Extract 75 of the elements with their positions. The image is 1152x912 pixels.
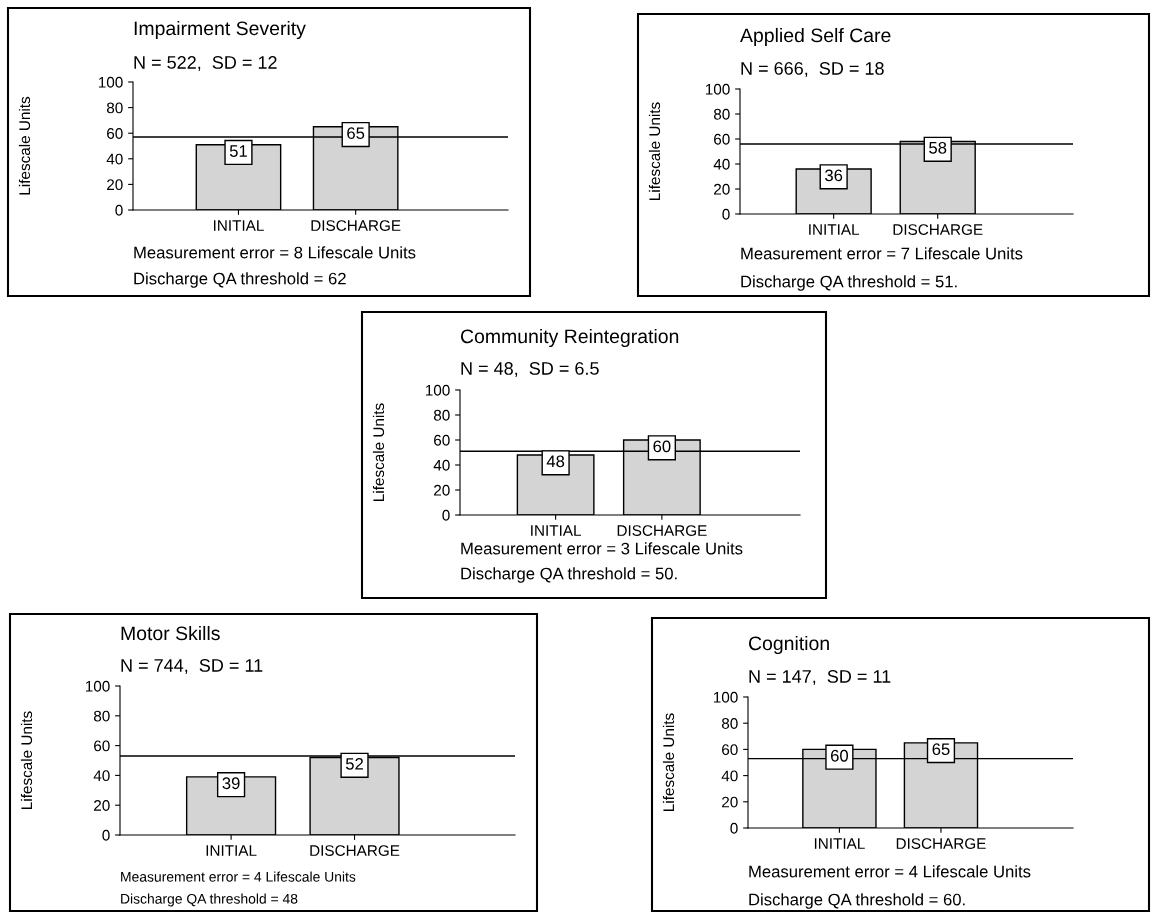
y-tick-label: 40	[721, 770, 738, 782]
y-tick-label: 80	[713, 108, 730, 120]
y-tick-label: 100	[98, 76, 123, 88]
y-tick-label: 100	[713, 691, 738, 703]
y-axis-title: Lifescale Units	[648, 102, 661, 200]
y-tick-label: 80	[93, 710, 110, 722]
chart-subtitle: N = 48, SD = 6.5	[461, 362, 599, 377]
y-tick-label: 20	[94, 800, 110, 811]
text: Measurement error = 8 Lifescale Units	[134, 246, 416, 259]
x-tick-label: DISCHARGE	[310, 845, 400, 856]
chart-title: Cognition	[748, 635, 829, 655]
y-axis-title: Lifescale Units	[662, 713, 675, 811]
data-label: 36	[825, 169, 843, 182]
y-tick-label: 80	[721, 718, 738, 729]
y-axis-title: Lifescale Units	[372, 403, 385, 501]
x-tick-label: DISCHARGE	[617, 525, 707, 536]
y-tick-label: 20	[434, 484, 450, 496]
y-tick-label: 80	[433, 409, 450, 421]
chart-title: Motor Skills	[121, 625, 220, 641]
text: Discharge QA threshold = 60.	[749, 893, 965, 909]
chart-title: Applied Self Care	[740, 27, 891, 47]
text: Measurement error = 3 Lifescale Units	[461, 542, 743, 555]
data-label: 39	[222, 777, 240, 790]
data-label: 51	[229, 145, 247, 157]
chart-subtitle: N = 522, SD = 12	[134, 56, 277, 71]
y-tick-label: 0	[102, 829, 110, 841]
y-tick-label: 0	[722, 208, 730, 220]
y-tick-label: 60	[714, 133, 730, 145]
y-tick-label: 40	[433, 459, 450, 471]
y-tick-label: 60	[94, 740, 110, 752]
text: Measurement error = 4 Lifescale Units	[121, 871, 356, 882]
data-label: 48	[546, 455, 565, 468]
y-tick-label: 0	[730, 822, 738, 834]
x-tick-label: DISCHARGE	[311, 220, 401, 231]
y-tick-label: 0	[442, 509, 450, 521]
text: Discharge QA threshold = 50.	[461, 567, 677, 583]
y-tick-label: 60	[434, 434, 450, 446]
y-tick-label: 20	[714, 183, 730, 195]
data-label: 52	[345, 757, 363, 770]
y-tick-label: 20	[107, 179, 123, 191]
x-tick-label: DISCHARGE	[896, 838, 986, 849]
x-tick-label: INITIAL	[814, 838, 865, 849]
y-tick-label: 0	[115, 204, 123, 216]
y-axis-title: Lifescale Units	[18, 96, 31, 195]
y-tick-label: 20	[722, 796, 738, 808]
chart-title: Impairment Severity	[134, 20, 306, 40]
text: Discharge QA threshold = 51.	[741, 275, 957, 291]
text: Measurement error = 4 Lifescale Units	[749, 865, 1031, 878]
chart-subtitle: N = 147, SD = 11	[749, 670, 891, 685]
x-tick-label: INITIAL	[213, 220, 264, 231]
chart-title: Community Reintegration	[460, 328, 679, 348]
y-tick-label: 60	[107, 128, 123, 139]
text: Measurement error = 7 Lifescale Units	[741, 247, 1023, 260]
data-label: 65	[347, 127, 365, 140]
data-label: 58	[929, 141, 947, 154]
y-tick-label: 40	[93, 770, 110, 782]
data-label: 65	[932, 743, 950, 756]
data-label: 60	[653, 440, 671, 453]
y-tick-label: 100	[425, 384, 450, 396]
x-tick-label: INITIAL	[531, 525, 582, 536]
y-tick-label: 100	[705, 83, 730, 95]
x-tick-label: INITIAL	[809, 224, 860, 235]
text: Discharge QA threshold = 48	[121, 893, 298, 907]
y-tick-label: 60	[722, 744, 738, 756]
y-tick-label: 100	[85, 680, 110, 692]
data-label: 60	[830, 749, 849, 762]
y-tick-label: 40	[713, 158, 730, 170]
y-tick-label: 40	[106, 153, 123, 165]
y-axis-title: Lifescale Units	[20, 711, 33, 809]
x-tick-label: INITIAL	[206, 845, 257, 856]
text: Discharge QA threshold = 62	[134, 272, 346, 288]
y-tick-label: 80	[106, 102, 123, 114]
chart-subtitle: N = 744, SD = 11	[121, 659, 263, 674]
chart-subtitle: N = 666, SD = 18	[741, 62, 884, 77]
x-tick-label: DISCHARGE	[893, 224, 983, 235]
